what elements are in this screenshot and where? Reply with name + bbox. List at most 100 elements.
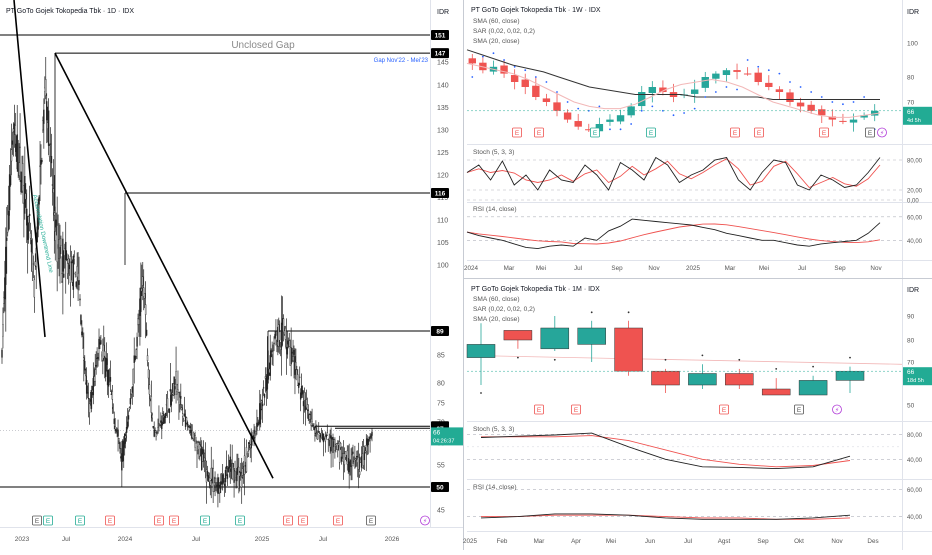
- daily-candle-body: [162, 417, 165, 424]
- weekly-sar-dot: [662, 109, 664, 112]
- daily-candle-body: [274, 334, 276, 338]
- daily-y-tick-label: 135: [437, 105, 449, 112]
- monthly-legend-sma60[interactable]: SMA (60, close): [473, 296, 520, 303]
- daily-candle-body: [202, 449, 205, 454]
- daily-candle-body: [77, 272, 79, 281]
- daily-candle-body: [56, 225, 58, 263]
- weekly-event-marker: [730, 127, 740, 138]
- daily-candle-body: [115, 429, 117, 432]
- daily-candle-body: [128, 407, 131, 410]
- monthly-candle-body: [798, 380, 828, 396]
- weekly-event-marker: [754, 127, 764, 138]
- daily-candle-body: [254, 433, 256, 438]
- monthly-sar-dot: [738, 358, 741, 361]
- daily-candle-body: [16, 134, 18, 170]
- weekly-candle-body: [818, 109, 826, 116]
- daily-candle-body: [134, 355, 136, 361]
- monthly-event-marker-label: ⚡: [835, 407, 840, 414]
- daily-candle-body: [84, 360, 86, 371]
- daily-chart-panel[interactable]: 1451401351301251201151101051008580757060…: [0, 0, 463, 543]
- daily-candle-body: [343, 453, 346, 466]
- weekly-candle-body: [638, 92, 646, 107]
- weekly-legend-sar[interactable]: SAR (0,02, 0,02, 0,2): [473, 28, 535, 35]
- monthly-event-marker-label: E: [537, 407, 542, 414]
- daily-candle-body: [182, 420, 185, 422]
- weekly-legend-sma60[interactable]: SMA (60, close): [473, 18, 520, 25]
- daily-candle-body: [144, 304, 147, 315]
- monthly-event-marker: [719, 404, 729, 415]
- weekly-sar-dot: [736, 88, 738, 91]
- daily-candle-body: [369, 438, 371, 441]
- daily-candle-body: [81, 331, 83, 336]
- daily-candle-body: [347, 457, 349, 464]
- daily-candle-body: [152, 425, 154, 428]
- daily-event-marker: [200, 515, 210, 526]
- daily-candle-body: [151, 414, 153, 419]
- monthly-y-tick-label: 80: [907, 338, 915, 345]
- weekly-event-marker-label: E: [537, 130, 542, 137]
- daily-candle-body: [260, 408, 262, 420]
- weekly-sar-dot: [767, 69, 770, 72]
- weekly-sar-dot: [471, 76, 474, 78]
- daily-level-tag: [431, 326, 449, 336]
- daily-level-tag-label: 50: [436, 485, 444, 492]
- daily-candle-body: [273, 342, 275, 345]
- daily-candle-body: [113, 418, 115, 424]
- daily-candle-body: [325, 435, 328, 438]
- weekly-sar-dot: [513, 65, 516, 68]
- weekly-candle-body: [521, 79, 529, 87]
- monthly-event-marker: [571, 404, 581, 415]
- weekly-candle-body: [828, 116, 837, 120]
- daily-event-marker-label: E: [46, 518, 51, 525]
- monthly-price-timer: 18d 5h: [907, 378, 924, 384]
- daily-candle-body: [97, 357, 99, 359]
- monthly-x-tick-label: 2025: [463, 538, 478, 545]
- monthly-event-marker-label: E: [574, 407, 579, 414]
- weekly-candle-body: [542, 98, 551, 102]
- daily-candle-body: [292, 356, 294, 361]
- daily-x-tick-label: Jul: [319, 536, 328, 543]
- daily-candle-body: [284, 327, 287, 340]
- monthly-candle-body: [651, 370, 680, 386]
- weekly-event-marker: [819, 127, 829, 138]
- daily-event-marker-label: E: [172, 518, 177, 525]
- weekly-chart-panel[interactable]: 100 80 70 66 4d 5h E E E E E E E E ⚡ 80,00 20,00 0,00 60,…: [464, 0, 932, 278]
- daily-candle-body: [239, 472, 241, 477]
- daily-event-marker-label: E: [35, 518, 40, 525]
- daily-candle-body: [304, 405, 307, 411]
- daily-y-tick-label: 140: [437, 82, 449, 89]
- weekly-rsi-tick-label: 40,00: [907, 239, 923, 245]
- monthly-x-tick-label: Sep: [757, 538, 769, 545]
- daily-candle-body: [112, 407, 114, 409]
- weekly-price-tag-value: 66: [907, 109, 915, 116]
- daily-candle-body: [1, 349, 3, 358]
- monthly-y-tick-label: 50: [907, 403, 915, 410]
- daily-event-marker: [43, 515, 53, 526]
- daily-candle-body: [30, 240, 33, 253]
- monthly-chart-panel[interactable]: 90 80 70 50 66 18d 5h E E E E ⚡ 80,00 40,00 60,00 40,0…: [463, 279, 932, 550]
- weekly-sar-dot: [534, 76, 537, 78]
- weekly-candle-body: [712, 73, 720, 79]
- weekly-event-marker-label: ⚡: [880, 130, 885, 137]
- daily-candle-body: [255, 431, 257, 435]
- daily-x-tick-label: Jul: [62, 536, 71, 543]
- monthly-sar-dot: [812, 365, 814, 368]
- monthly-chart-title: PT GoTo Gojek Tokopedia Tbk · 1M · IDX: [471, 286, 600, 293]
- daily-candle-body: [169, 389, 172, 392]
- daily-y-tick-label: 120: [437, 173, 449, 180]
- daily-event-marker: [154, 515, 164, 526]
- daily-candle-body: [79, 298, 81, 301]
- daily-candle-body: [267, 369, 270, 380]
- monthly-legend-sma20[interactable]: SMA (20, close): [473, 316, 520, 323]
- weekly-sar-dot: [852, 101, 855, 103]
- monthly-legend-sar[interactable]: SAR (0,02, 0,02, 0,2): [473, 306, 535, 313]
- daily-candle-body: [365, 445, 367, 452]
- weekly-candle-body: [860, 115, 868, 118]
- daily-candle-body: [175, 371, 177, 395]
- daily-candle-body: [291, 351, 293, 354]
- daily-candle-body: [307, 409, 309, 411]
- daily-candle-body: [225, 466, 228, 469]
- weekly-legend-sma20[interactable]: SMA (20, close): [473, 38, 520, 45]
- daily-event-marker-label: E: [78, 518, 83, 525]
